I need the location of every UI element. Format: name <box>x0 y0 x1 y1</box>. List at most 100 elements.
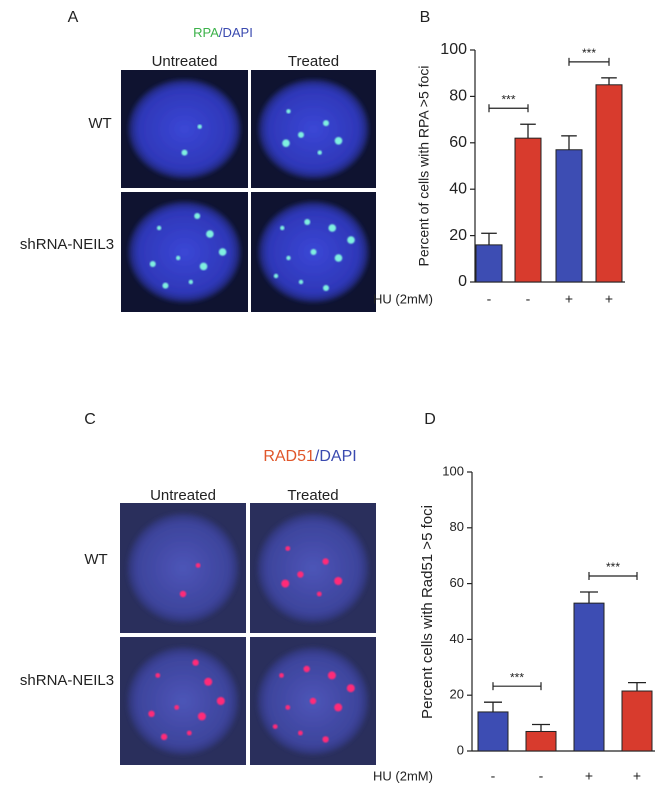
focus <box>281 579 290 588</box>
focus <box>309 697 317 705</box>
nucleus <box>258 79 369 179</box>
focus <box>186 730 192 736</box>
stain-part: /DAPI <box>315 448 357 465</box>
focus <box>216 697 225 705</box>
y-tick-label: 60 <box>449 134 467 151</box>
y-tick-label: 100 <box>440 41 467 58</box>
focus <box>194 213 201 219</box>
stain-part: /DAPI <box>219 25 253 40</box>
panel-label: D <box>424 411 436 428</box>
focus <box>156 225 162 231</box>
focus <box>218 248 227 256</box>
panel-label: B <box>420 9 431 26</box>
x-tick-label: - <box>539 768 544 784</box>
focus <box>334 254 343 262</box>
y-tick-label: 20 <box>450 687 464 702</box>
focus <box>303 665 310 673</box>
focus <box>322 736 329 743</box>
focus <box>323 285 329 291</box>
focus <box>282 139 290 147</box>
focus <box>195 563 201 568</box>
focus <box>327 671 336 680</box>
focus <box>285 546 291 551</box>
focus <box>206 230 214 238</box>
nucleus <box>257 513 369 623</box>
row-label: shRNA-NEIL3 <box>20 672 114 689</box>
y-axis-label: Percent of cells with RPA >5 foci <box>416 66 432 267</box>
significance-label: *** <box>606 560 620 574</box>
significance-label: *** <box>582 46 596 60</box>
y-tick-label: 100 <box>442 463 464 478</box>
focus <box>149 261 156 267</box>
focus <box>162 282 169 289</box>
focus <box>304 219 311 225</box>
focus <box>328 224 337 232</box>
stain-part: RAD51 <box>263 448 315 465</box>
stain-label: RPA/DAPI <box>193 25 253 40</box>
bar <box>595 84 623 283</box>
column-header: Untreated <box>152 53 218 70</box>
focus <box>175 255 181 261</box>
focus <box>155 673 161 678</box>
focus <box>334 703 343 712</box>
focus <box>334 137 343 145</box>
focus <box>272 724 278 729</box>
focus <box>188 279 194 285</box>
x-axis-label: HU (2mM) <box>373 291 433 306</box>
focus <box>322 558 329 565</box>
focus <box>174 705 180 710</box>
x-axis-label: HU (2mM) <box>373 768 433 783</box>
significance-label: *** <box>510 670 524 684</box>
focus <box>316 591 322 597</box>
bar <box>477 711 509 752</box>
panel-label: A <box>68 9 79 26</box>
focus <box>298 730 303 736</box>
focus <box>179 590 187 598</box>
focus <box>346 684 355 693</box>
x-tick-label: - <box>491 768 496 784</box>
focus <box>197 712 206 721</box>
focus <box>199 262 208 271</box>
focus <box>181 149 188 156</box>
focus <box>280 225 285 231</box>
row-label: WT <box>84 551 107 568</box>
significance-label: *** <box>501 92 515 106</box>
nucleus <box>127 647 239 755</box>
nucleus <box>127 513 239 623</box>
y-tick-label: 0 <box>457 742 464 757</box>
column-header: Treated <box>287 487 338 504</box>
y-tick-label: 80 <box>450 519 464 534</box>
focus <box>273 273 279 279</box>
focus <box>204 677 213 686</box>
focus <box>285 705 291 710</box>
focus <box>334 577 343 585</box>
y-tick-label: 40 <box>450 631 464 646</box>
x-tick-label: - <box>526 291 531 307</box>
nucleus <box>128 79 241 179</box>
row-label: shRNA-NEIL3 <box>20 236 114 253</box>
x-tick-label: + <box>605 291 613 307</box>
focus <box>286 255 291 261</box>
bar <box>555 149 583 283</box>
x-tick-label: + <box>565 291 573 307</box>
focus <box>148 710 155 717</box>
focus <box>192 659 199 666</box>
bar <box>621 690 653 752</box>
x-tick-label: - <box>487 291 492 307</box>
focus <box>160 733 168 741</box>
focus <box>317 150 322 155</box>
focus <box>298 131 304 138</box>
focus <box>323 120 329 127</box>
stain-label: RAD51/DAPI <box>263 448 356 465</box>
focus <box>286 109 291 114</box>
bar <box>514 137 542 283</box>
y-axis-label: Percent cells with Rad51 >5 foci <box>419 505 436 719</box>
x-tick-label: + <box>585 768 593 784</box>
y-tick-label: 60 <box>450 575 464 590</box>
bar <box>573 602 605 752</box>
column-header: Treated <box>288 53 339 70</box>
focus <box>279 673 284 678</box>
focus <box>197 124 202 129</box>
y-tick-label: 80 <box>449 88 467 105</box>
